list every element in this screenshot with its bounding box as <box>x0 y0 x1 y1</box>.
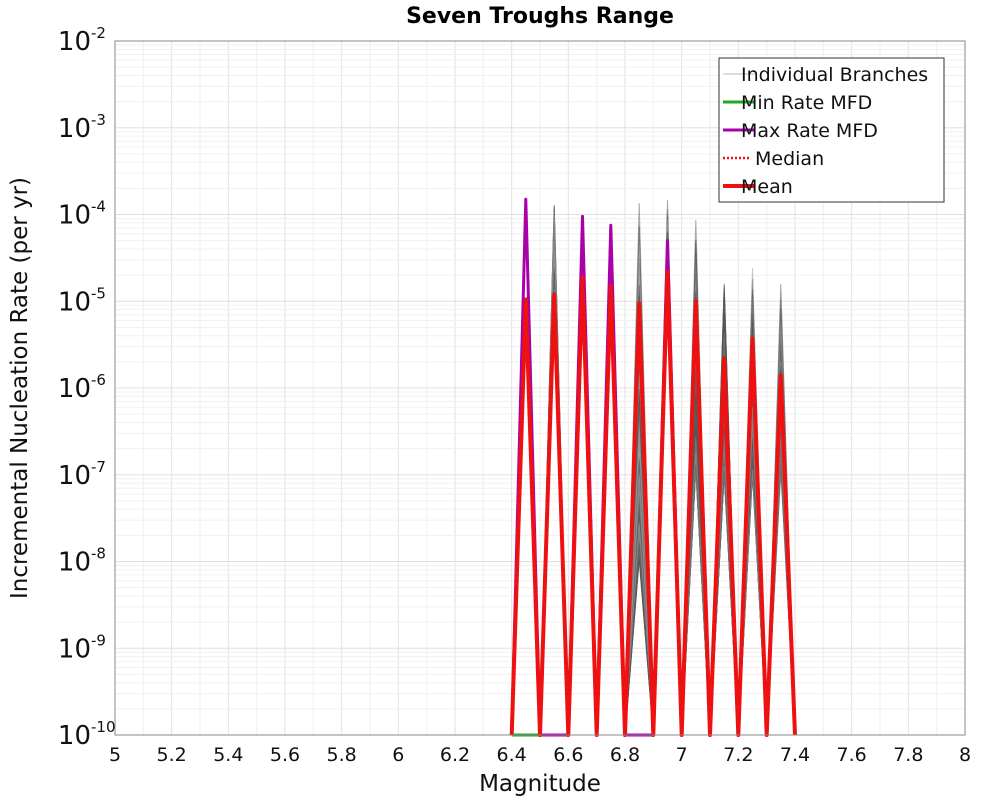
x-tick-label: 5.6 <box>270 744 300 766</box>
x-tick-label: 7.4 <box>780 744 810 766</box>
x-tick-label: 5.8 <box>327 744 357 766</box>
y-tick-label: 10 <box>58 201 91 231</box>
y-tick-exponent: -9 <box>91 631 106 649</box>
x-tick-label: 7.6 <box>837 744 867 766</box>
legend-label: Median <box>755 148 824 170</box>
legend-label: Mean <box>741 176 793 198</box>
legend-label: Min Rate MFD <box>741 92 872 114</box>
y-tick-exponent: -4 <box>91 198 106 216</box>
y-tick-label: 10 <box>58 548 91 578</box>
y-tick-label: 10 <box>58 287 91 317</box>
y-tick-exponent: -6 <box>91 371 106 389</box>
y-tick-exponent: -8 <box>91 545 106 563</box>
y-tick-label: 10 <box>58 461 91 491</box>
x-tick-label: 7 <box>676 744 688 766</box>
legend-label: Max Rate MFD <box>741 120 878 142</box>
y-tick-label: 10 <box>58 721 91 751</box>
legend-label: Individual Branches <box>741 64 928 86</box>
y-tick-label: 10 <box>58 374 91 404</box>
x-tick-label: 7.8 <box>893 744 923 766</box>
y-tick-exponent: -3 <box>91 111 106 129</box>
x-tick-label: 6.4 <box>497 744 527 766</box>
y-tick-label: 10 <box>58 114 91 144</box>
x-tick-label: 6.8 <box>610 744 640 766</box>
y-tick-exponent: -7 <box>91 458 106 476</box>
grid <box>114 41 966 736</box>
y-tick-exponent: -2 <box>91 24 106 42</box>
x-tick-label: 5.2 <box>157 744 187 766</box>
x-tick-label: 5 <box>109 744 121 766</box>
x-tick-label: 6.2 <box>440 744 470 766</box>
x-tick-label: 8 <box>959 744 971 766</box>
y-tick-exponent: -10 <box>91 718 116 736</box>
y-tick-exponent: -5 <box>91 284 106 302</box>
x-tick-labels: 5 5.2 5.4 5.6 5.8 6 6.2 6.4 6.6 6.8 7 7.2 7.4 7.6 7.8 8 <box>109 744 971 766</box>
x-axis-label: Magnitude <box>479 771 601 797</box>
x-tick-label: 6 <box>392 744 404 766</box>
plot-frame <box>114 40 966 736</box>
y-tick-label: 10 <box>58 634 91 664</box>
legend-box <box>718 57 945 203</box>
x-tick-label: 5.4 <box>213 744 243 766</box>
x-tick-label: 6.6 <box>553 744 583 766</box>
y-tick-label: 10 <box>58 27 91 57</box>
y-axis-label: Incremental Nucleation Rate (per yr) <box>7 177 33 599</box>
legend: Individual Branches Min Rate MFD Max Rate … <box>718 57 945 203</box>
x-tick-label: 7.2 <box>723 744 753 766</box>
chart-title: Seven Troughs Range <box>406 4 674 29</box>
